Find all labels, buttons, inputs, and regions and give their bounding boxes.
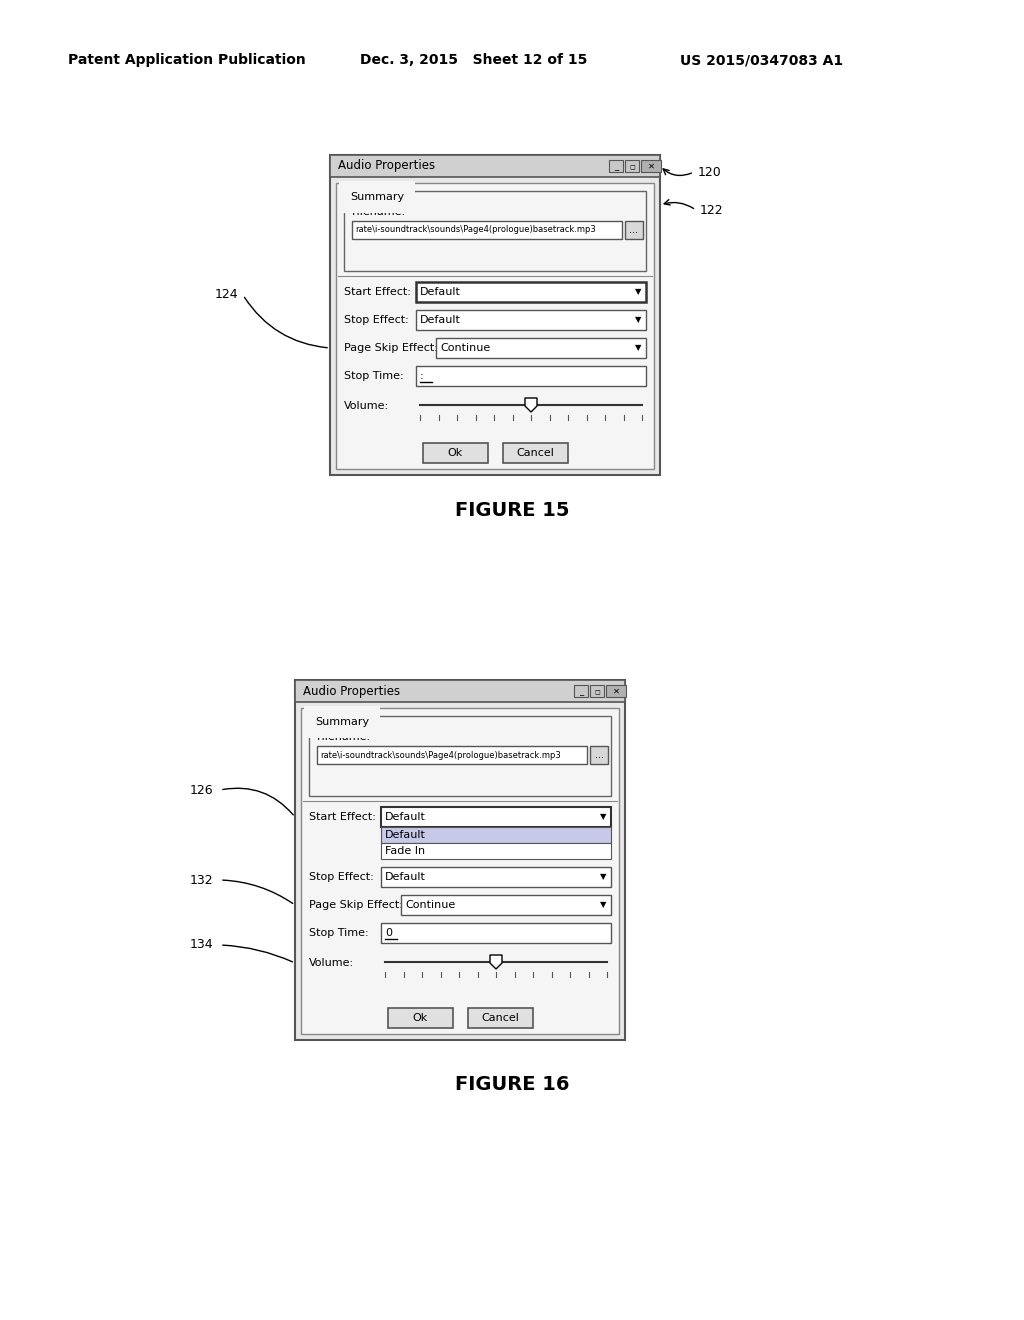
Text: :: : bbox=[420, 371, 424, 381]
Bar bbox=[609, 160, 623, 172]
Text: rate\i-soundtrack\sounds\Page4(prologue)basetrack.mp3: rate\i-soundtrack\sounds\Page4(prologue)… bbox=[355, 226, 596, 235]
Text: Stop Time:: Stop Time: bbox=[309, 928, 369, 939]
Text: Page Skip Effect:: Page Skip Effect: bbox=[344, 343, 438, 352]
Text: ◻: ◻ bbox=[594, 688, 600, 694]
Text: _: _ bbox=[579, 688, 583, 697]
Text: Stop Effect:: Stop Effect: bbox=[309, 873, 374, 882]
Text: Ok: Ok bbox=[413, 1012, 428, 1023]
Bar bbox=[468, 1008, 532, 1028]
Text: ...: ... bbox=[595, 750, 603, 760]
Text: FIGURE 15: FIGURE 15 bbox=[455, 500, 569, 520]
Bar bbox=[336, 183, 654, 469]
Text: ▼: ▼ bbox=[600, 813, 606, 821]
Bar bbox=[295, 680, 625, 702]
Bar bbox=[625, 160, 639, 172]
Text: Start Effect:: Start Effect: bbox=[309, 812, 376, 822]
Bar bbox=[352, 220, 622, 239]
Text: Default: Default bbox=[385, 812, 426, 822]
Text: Volume:: Volume: bbox=[309, 958, 354, 968]
Text: Volume:: Volume: bbox=[344, 401, 389, 411]
Text: Stop Effect:: Stop Effect: bbox=[344, 315, 409, 325]
Text: Cancel: Cancel bbox=[516, 447, 554, 458]
Bar bbox=[381, 828, 611, 843]
Text: 0: 0 bbox=[385, 928, 392, 939]
Text: Continue: Continue bbox=[440, 343, 490, 352]
Text: Default: Default bbox=[420, 315, 461, 325]
Text: US 2015/0347083 A1: US 2015/0347083 A1 bbox=[680, 53, 843, 67]
Text: ◻: ◻ bbox=[629, 162, 635, 169]
Text: Cancel: Cancel bbox=[481, 1012, 519, 1023]
Text: Patent Application Publication: Patent Application Publication bbox=[68, 53, 306, 67]
Text: Filename:: Filename: bbox=[352, 207, 407, 216]
Text: Summary: Summary bbox=[315, 717, 369, 727]
Text: Start Effect:: Start Effect: bbox=[344, 286, 411, 297]
Bar bbox=[381, 923, 611, 942]
Text: _: _ bbox=[613, 162, 618, 172]
Text: Audio Properties: Audio Properties bbox=[303, 685, 400, 697]
Bar bbox=[387, 1008, 453, 1028]
Bar bbox=[344, 191, 646, 271]
Bar bbox=[606, 685, 626, 697]
Bar bbox=[625, 220, 643, 239]
Bar bbox=[590, 685, 604, 697]
Bar bbox=[436, 338, 646, 358]
Text: 134: 134 bbox=[190, 939, 214, 952]
Text: ...: ... bbox=[630, 224, 639, 235]
Text: Fade In: Fade In bbox=[385, 846, 425, 855]
Bar bbox=[381, 867, 611, 887]
Bar bbox=[416, 282, 646, 302]
Bar bbox=[381, 843, 611, 859]
Text: Continue: Continue bbox=[406, 900, 456, 909]
Text: Ok: Ok bbox=[447, 447, 463, 458]
Bar bbox=[416, 366, 646, 385]
Bar bbox=[381, 807, 611, 828]
Text: 126: 126 bbox=[190, 784, 214, 796]
Text: Filename:: Filename: bbox=[317, 733, 371, 742]
Text: 122: 122 bbox=[700, 203, 724, 216]
Bar bbox=[401, 895, 611, 915]
Text: Stop Time:: Stop Time: bbox=[344, 371, 403, 381]
Text: Summary: Summary bbox=[350, 191, 404, 202]
Text: Dec. 3, 2015   Sheet 12 of 15: Dec. 3, 2015 Sheet 12 of 15 bbox=[360, 53, 588, 67]
Text: ▼: ▼ bbox=[635, 343, 641, 352]
Polygon shape bbox=[525, 399, 537, 412]
Bar bbox=[330, 154, 660, 475]
Text: 120: 120 bbox=[698, 165, 722, 178]
Text: Page Skip Effect:: Page Skip Effect: bbox=[309, 900, 402, 909]
Text: 132: 132 bbox=[190, 874, 214, 887]
Bar bbox=[416, 310, 646, 330]
Text: ✕: ✕ bbox=[647, 161, 654, 170]
Polygon shape bbox=[490, 954, 502, 969]
Bar bbox=[317, 746, 587, 764]
Text: Default: Default bbox=[385, 830, 426, 840]
Text: ▼: ▼ bbox=[635, 288, 641, 297]
Bar bbox=[574, 685, 588, 697]
Bar bbox=[423, 444, 487, 463]
Text: ▼: ▼ bbox=[600, 873, 606, 882]
Text: 124: 124 bbox=[215, 289, 239, 301]
Bar bbox=[590, 746, 608, 764]
Bar bbox=[301, 708, 618, 1034]
Text: Default: Default bbox=[385, 873, 426, 882]
Bar bbox=[330, 154, 660, 177]
Text: rate\i-soundtrack\sounds\Page4(prologue)basetrack.mp3: rate\i-soundtrack\sounds\Page4(prologue)… bbox=[319, 751, 561, 759]
Bar bbox=[309, 715, 611, 796]
Text: ▼: ▼ bbox=[635, 315, 641, 325]
Bar bbox=[295, 680, 625, 1040]
Text: Default: Default bbox=[420, 286, 461, 297]
Text: ▼: ▼ bbox=[600, 900, 606, 909]
Bar bbox=[641, 160, 662, 172]
Text: Audio Properties: Audio Properties bbox=[338, 160, 435, 173]
Bar bbox=[503, 444, 567, 463]
Text: ✕: ✕ bbox=[612, 686, 620, 696]
Text: FIGURE 16: FIGURE 16 bbox=[455, 1076, 569, 1094]
